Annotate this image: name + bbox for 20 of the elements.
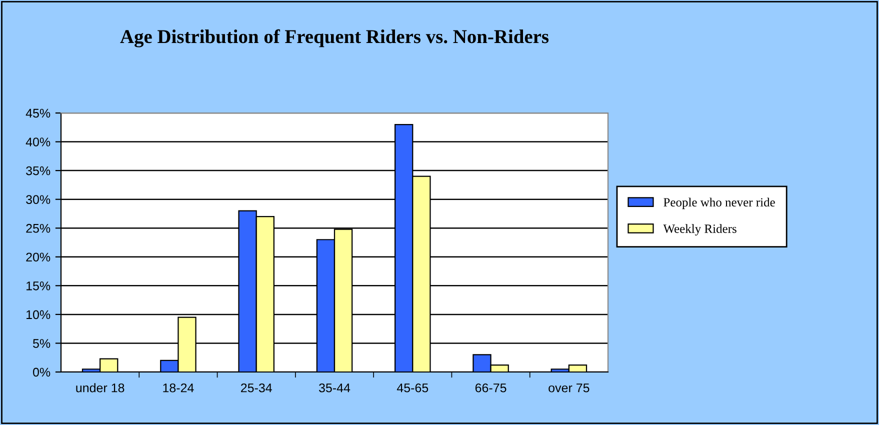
y-tick-label: 20% [26, 252, 50, 262]
y-tick-label: 40% [26, 138, 50, 146]
legend-label: People who never ride [664, 198, 775, 210]
legend-label: Weekly Riders [663, 224, 736, 236]
y-tick-label: 10% [26, 310, 50, 320]
x-tick-label: 25-34 [241, 383, 272, 392]
y-tick-label: 5% [33, 339, 50, 348]
x-tick-label: 45-65 [396, 383, 428, 392]
x-tick-label: over 75 [548, 384, 590, 392]
x-tick-label: under 18 [76, 383, 124, 392]
x-tick-label: 66-75 [475, 383, 506, 392]
x-tick-label: 18-24 [163, 383, 194, 392]
y-tick-label: 30% [26, 195, 50, 204]
x-tick-label: 35-44 [318, 383, 350, 392]
y-tick-label: 45% [26, 108, 50, 118]
y-tick-label: 15% [26, 282, 50, 290]
y-tick-label: 25% [26, 224, 50, 233]
y-tick-label: 35% [26, 166, 50, 176]
chart-title: Age Distribution of Frequent Riders vs. Non-Riders [120, 29, 549, 48]
y-tick-label: 0% [33, 368, 50, 377]
